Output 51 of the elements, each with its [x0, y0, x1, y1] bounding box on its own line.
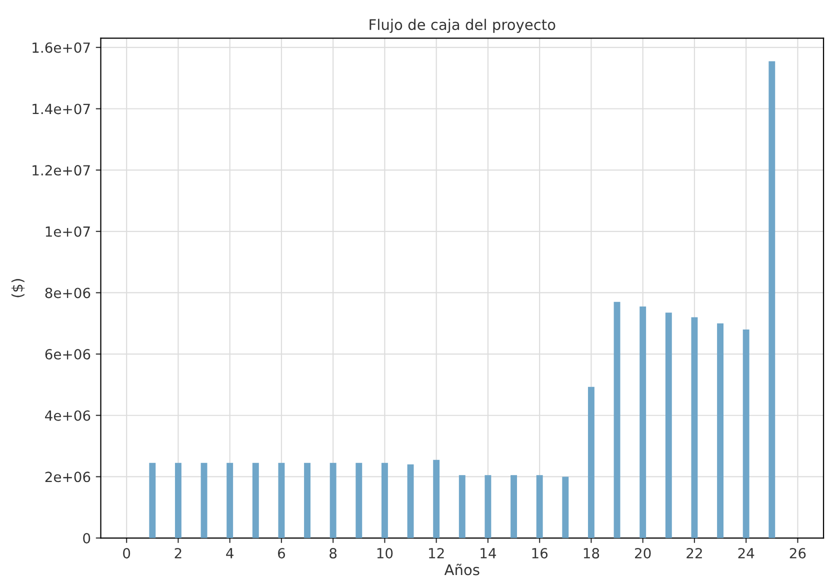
x-tick-label: 0 — [123, 548, 130, 558]
bar — [484, 475, 492, 538]
x-tick-label: 18 — [584, 548, 600, 558]
y-axis-title: ($) — [11, 279, 25, 298]
bar — [304, 462, 310, 538]
y-tick-label: 1e+07 — [46, 226, 90, 237]
bar — [588, 386, 594, 538]
bar — [768, 61, 776, 538]
bar — [356, 462, 362, 538]
x-tick-label: 22 — [686, 548, 702, 558]
bar — [536, 475, 543, 538]
y-tick-label: 1.2e+07 — [32, 165, 90, 176]
bar — [381, 462, 388, 538]
y-tick-label: 0 — [83, 532, 90, 544]
x-tick-label: 2 — [174, 548, 182, 558]
bar — [149, 462, 156, 538]
x-tick-label: 4 — [226, 548, 234, 558]
bar — [433, 460, 440, 538]
x-tick-label: 8 — [330, 548, 337, 558]
y-tick-label: 2e+06 — [45, 472, 90, 482]
bar — [200, 462, 208, 538]
x-tick-label: 10 — [377, 548, 393, 558]
y-tick-label: 1.6e+07 — [32, 42, 90, 53]
chart-title: Flujo de caja del proyecto — [370, 18, 556, 33]
x-tick-label: 16 — [532, 548, 548, 558]
bar — [742, 330, 750, 538]
bar — [407, 464, 414, 538]
x-tick-label: 24 — [738, 548, 754, 558]
bar — [252, 462, 259, 538]
x-tick-label: 26 — [790, 548, 806, 558]
bar — [691, 317, 698, 538]
bar — [717, 323, 724, 538]
y-tick-label: 4e+06 — [45, 410, 90, 421]
bar — [640, 306, 646, 538]
bar — [278, 462, 285, 538]
bar — [226, 462, 234, 538]
y-tick-label: 6e+06 — [45, 349, 90, 360]
bar — [614, 302, 620, 538]
x-tick-label: 14 — [480, 548, 496, 558]
bar — [330, 462, 336, 538]
bar — [562, 476, 569, 538]
x-tick-label: 6 — [278, 548, 286, 558]
bar — [665, 312, 672, 538]
x-tick-label: 20 — [635, 548, 651, 558]
x-tick-label: 12 — [429, 548, 444, 558]
x-axis-title: Años — [444, 564, 480, 576]
y-tick-label: 1.4e+07 — [32, 104, 90, 114]
bar — [174, 462, 182, 538]
bar — [510, 475, 517, 538]
y-tick-label: 8e+06 — [45, 288, 90, 298]
bar — [458, 475, 466, 538]
